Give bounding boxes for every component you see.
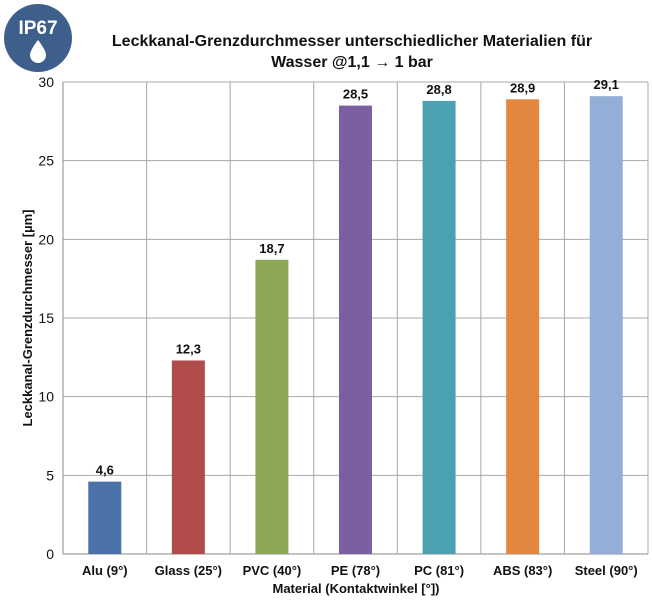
y-tick-label: 5 (46, 467, 54, 483)
x-tick-label: PC (81°) (414, 563, 464, 578)
x-tick-label: Glass (25°) (155, 563, 222, 578)
badge-text: IP67 (18, 18, 57, 39)
bar (589, 96, 623, 554)
chart-title-line-1: Leckkanal-Grenzdurchmesser unterschiedli… (112, 33, 592, 50)
y-tick-label: 0 (46, 546, 54, 562)
badge-circle (4, 4, 72, 72)
axis-ticks: 0 5 10 15 20 25 30 Alu (9°) Glass (25°) PVC (40°)… (38, 74, 637, 578)
y-tick-label: 15 (38, 310, 54, 326)
data-label: 4,6 (96, 463, 114, 478)
y-tick-label: 20 (38, 231, 54, 247)
water-drop-icon (30, 40, 46, 63)
x-tick-label: Alu (9°) (82, 563, 128, 578)
bar (422, 100, 456, 554)
bar (255, 259, 289, 554)
y-tick-label: 30 (38, 74, 54, 90)
chart-title-line-2: Wasser @1,1 → 1 bar (271, 54, 433, 71)
bar (88, 481, 122, 554)
data-label: 28,5 (343, 87, 368, 102)
bar (171, 360, 205, 554)
y-tick-label: 10 (38, 389, 54, 405)
data-label: 28,8 (426, 82, 451, 97)
y-tick-label: 25 (38, 153, 54, 169)
bar (506, 99, 540, 554)
data-label: 28,9 (510, 80, 535, 95)
x-tick-label: ABS (83°) (493, 563, 552, 578)
bar-series (88, 96, 623, 554)
ip67-badge: IP67 (4, 4, 72, 72)
data-labels: 4,6 12,3 18,7 28,5 28,8 28,9 29,1 (96, 77, 619, 477)
bar (339, 105, 372, 554)
x-tick-label: PVC (40°) (243, 563, 302, 578)
y-axis-title: Leckkanal-Grenzdurchmesser [µm] (20, 209, 35, 426)
x-tick-label: PE (78°) (331, 563, 380, 578)
x-axis-title: Material (Kontaktwinkel [°]) (273, 581, 440, 596)
data-label: 12,3 (176, 341, 201, 356)
x-tick-label: Steel (90°) (575, 563, 638, 578)
data-label: 18,7 (259, 241, 284, 256)
plot-grid (62, 81, 649, 555)
data-label: 29,1 (594, 77, 619, 92)
